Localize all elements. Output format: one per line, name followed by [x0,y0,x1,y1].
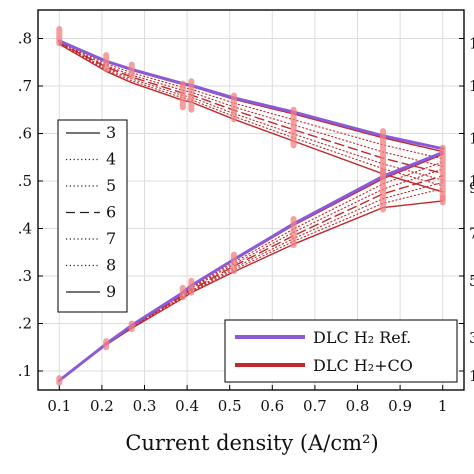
y-tick-label: .3 [18,267,32,285]
x-tick-label: 0.3 [133,397,157,415]
right-axis-label: 5 [469,272,474,290]
plot-frame [37,9,465,391]
x-tick-label: 0.8 [346,397,370,415]
x-tick-label: 0.6 [260,397,284,415]
right-axis-label: 1 [469,77,474,95]
line-style-legend: 3 4 5 6 7 8 9 [57,119,128,313]
y-tick-label: .5 [18,172,32,190]
y-tick-label: .6 [18,125,32,143]
y-tick-label: .1 [18,362,32,380]
x-tick-label: 0.5 [218,397,242,415]
x-tick-label: 0.2 [90,397,114,415]
line-legend-label: 6 [106,203,116,222]
y-tick-labels: .1 .2 .3 .4 .5 .6 .7 .8 [18,30,32,381]
color-legend: DLC H₂ Ref. DLC H₂+CO [224,319,458,383]
x-tick-label: 1 [438,397,448,415]
x-tick-label: 0.1 [47,397,71,415]
line-legend-label: 9 [106,282,116,301]
right-axis-label: 3 [469,329,474,347]
right-axis-label: 1 [469,34,474,52]
right-axis-label: 1 [469,367,474,385]
line-legend-label: 5 [106,176,116,195]
line-legend-label: 3 [106,123,116,142]
line-legend-label: 4 [106,150,116,169]
color-legend-box [224,319,458,383]
x-tick-label: 0.4 [175,397,199,415]
series-line [58,42,444,181]
x-tick-label: 0.9 [388,397,412,415]
color-legend-label: DLC H₂ Ref. [313,328,411,347]
y-tick-label: .2 [18,315,32,333]
right-axis-label: 7 [469,224,474,242]
color-legend-label: DLC H₂+CO [313,356,413,375]
x-tick-labels: 0.1 0.2 0.3 0.4 0.5 0.6 0.7 0.8 0.9 1 [47,397,447,415]
y-tick-label: .4 [18,220,32,238]
line-legend-label: 8 [106,256,116,275]
x-tick-label: 0.7 [303,397,327,415]
line-legend-box [57,119,128,313]
y-tick-label: .8 [18,30,32,48]
right-axis-label: 1 [469,129,474,147]
right-axis-label: 9 [469,179,474,197]
x-axis-label: Current density (A/cm²) [125,431,378,455]
right-axis-label: 1 [469,172,474,190]
line-legend-label: 7 [106,229,116,248]
marker-layer [56,26,446,386]
y-tick-label: .7 [18,77,32,95]
